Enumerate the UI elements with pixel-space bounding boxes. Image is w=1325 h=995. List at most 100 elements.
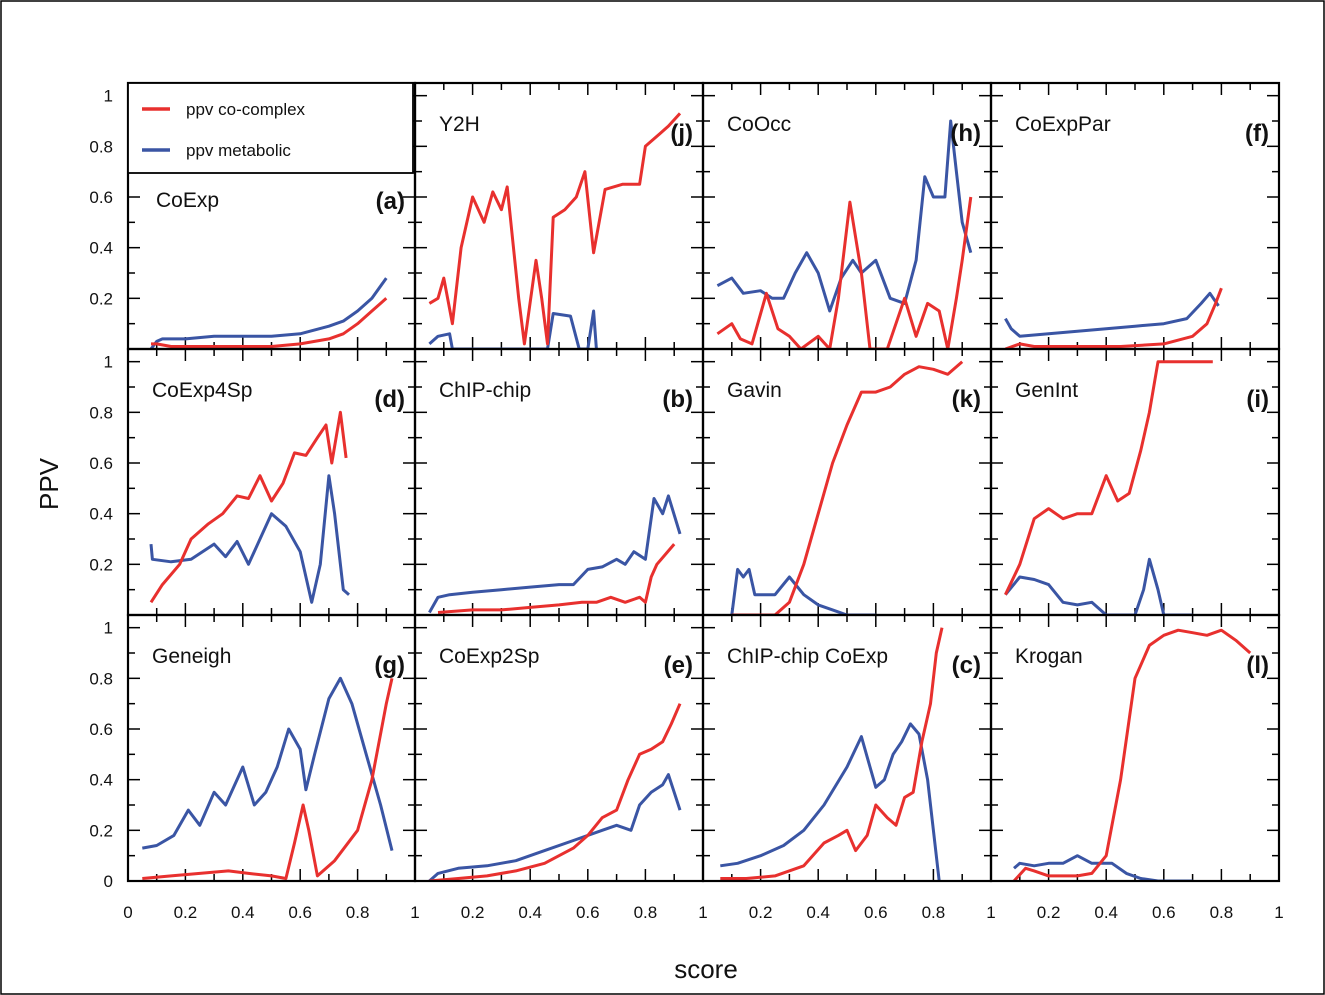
y-tick-label: 1	[104, 353, 113, 372]
panel-name: CoExp4Sp	[152, 379, 252, 402]
panel-name: Krogan	[1015, 645, 1083, 668]
legend-label: ppv co-complex	[186, 100, 306, 119]
x-tick-label: 0.8	[634, 903, 658, 922]
x-tick-label: 0.2	[749, 903, 773, 922]
series-co-complex-line	[720, 627, 944, 880]
series-co-complex-line	[428, 112, 682, 346]
y-tick-label: 0.8	[89, 403, 113, 422]
panel-name: Y2H	[439, 113, 480, 136]
x-tick-label: 0.8	[1210, 903, 1234, 922]
panel-name: CoExp2Sp	[439, 645, 539, 668]
panel-letter: (c)	[952, 652, 981, 679]
series-co-complex-line	[437, 543, 676, 614]
series-metabolic-line	[428, 773, 682, 881]
panel-grid: CoExp (a) CoExp4Sp (d) Geneigh (g) Y2H (j) ChIP-…	[126, 81, 1281, 883]
panel-letter: (h)	[950, 120, 981, 147]
series-metabolic-line	[1013, 854, 1193, 881]
x-tick-label: 0.6	[576, 903, 600, 922]
panel-chip-chip-coexp: ChIP-chip CoExp (c)	[701, 613, 993, 883]
series-metabolic-line	[1004, 291, 1220, 338]
x-tick-label: 1	[1274, 903, 1283, 922]
y-tick-labels: 0.2 0.4 0.6 0.8 1 0.2 0.4 0.6 0.8 1 0 0.2 0.4 0.6 0.8 1	[89, 87, 113, 891]
panel-letter: (k)	[952, 386, 981, 413]
x-tick-label: 0.2	[1037, 903, 1061, 922]
x-tick-label: 0.4	[1094, 903, 1118, 922]
panel-geneigh: Geneigh (g)	[126, 613, 417, 883]
y-axis-title: PPV	[34, 457, 64, 510]
panel-letter: (i)	[1246, 386, 1269, 413]
x-tick-label: 0.4	[806, 903, 830, 922]
y-tick-label: 0.2	[89, 821, 113, 840]
panel-name: ChIP-chip	[439, 379, 531, 402]
series-co-complex-line	[1012, 628, 1252, 881]
series-metabolic-line	[716, 119, 973, 313]
panel-name: CoOcc	[727, 113, 791, 136]
panel-frame	[989, 613, 1281, 883]
panel-letter: (f)	[1245, 120, 1269, 147]
y-tick-label: 0.4	[89, 505, 113, 524]
y-tick-label: 1	[104, 619, 113, 638]
series-metabolic-line	[730, 567, 876, 615]
y-tick-label: 1	[104, 87, 113, 106]
series-metabolic-line	[149, 474, 350, 604]
panel-name: Gavin	[727, 379, 782, 402]
panel-letter: (g)	[374, 652, 405, 679]
series-metabolic-line	[428, 309, 598, 349]
x-tick-label: 1	[410, 903, 419, 922]
y-tick-label: 0.4	[89, 771, 113, 790]
x-tick-label: 0.8	[922, 903, 946, 922]
y-tick-label: 0.6	[89, 454, 113, 473]
x-tick-label: 0.6	[864, 903, 888, 922]
y-tick-label: 0.2	[89, 289, 113, 308]
x-tick-label: 0.6	[288, 903, 312, 922]
x-tick-label: 0.2	[461, 903, 485, 922]
series-co-complex-line	[142, 677, 394, 880]
x-tick-label: 0.6	[1152, 903, 1176, 922]
panel-letter: (e)	[664, 652, 693, 679]
panel-name: CoExp	[156, 189, 219, 212]
panel-name: CoExpPar	[1015, 113, 1111, 136]
series-co-complex-line	[716, 196, 973, 349]
panel-name: GenInt	[1015, 379, 1078, 402]
y-tick-label: 0.8	[89, 669, 113, 688]
x-tick-label: 0.8	[346, 903, 370, 922]
panel-krogan: Krogan (l)	[989, 613, 1281, 883]
x-axis-title: score	[674, 954, 738, 984]
series-co-complex-line	[731, 360, 964, 615]
series-co-complex-line	[1004, 360, 1213, 596]
panel-name: ChIP-chip CoExp	[727, 645, 888, 668]
panel-letter: (l)	[1246, 652, 1269, 679]
series-metabolic-line	[142, 676, 394, 851]
y-tick-label: 0	[104, 872, 113, 891]
series-metabolic-line	[428, 494, 682, 614]
series-co-complex-line	[1004, 287, 1223, 349]
panel-genint: GenInt (i)	[989, 347, 1281, 617]
legend: ppv co-complex ppv metabolic	[127, 82, 414, 174]
panel-chip-chip: ChIP-chip (b)	[413, 347, 705, 617]
x-tick-label: 0.2	[174, 903, 198, 922]
series-co-complex-line	[429, 703, 682, 881]
x-tick-label: 0	[123, 903, 132, 922]
panel-letter: (d)	[374, 386, 405, 413]
legend-label: ppv metabolic	[186, 141, 291, 160]
panel-name: Geneigh	[152, 645, 231, 668]
panel-y2h: Y2H (j)	[413, 81, 705, 351]
x-tick-labels: 0 0.2 0.4 0.6 0.8 1 0.2 0.4 0.6 0.8 1 0.2 0.4 0.6 0.8 1…	[123, 903, 1283, 922]
x-tick-label: 0.4	[231, 903, 255, 922]
y-tick-label: 0.6	[89, 720, 113, 739]
y-tick-label: 0.2	[89, 555, 113, 574]
panel-coexppar: CoExpPar (f)	[989, 81, 1281, 351]
y-tick-label: 0.8	[89, 137, 113, 156]
y-tick-label: 0.4	[89, 239, 113, 258]
legend-box	[127, 82, 414, 174]
panel-letter: (j)	[670, 120, 693, 147]
y-tick-label: 0.6	[89, 188, 113, 207]
panel-letter: (a)	[376, 188, 405, 215]
series-co-complex-line	[149, 410, 348, 604]
panel-letter: (b)	[662, 386, 693, 413]
series-co-complex-line	[151, 297, 388, 348]
series-metabolic-line	[1004, 557, 1193, 615]
series-metabolic-line	[149, 277, 388, 349]
x-tick-label: 1	[698, 903, 707, 922]
